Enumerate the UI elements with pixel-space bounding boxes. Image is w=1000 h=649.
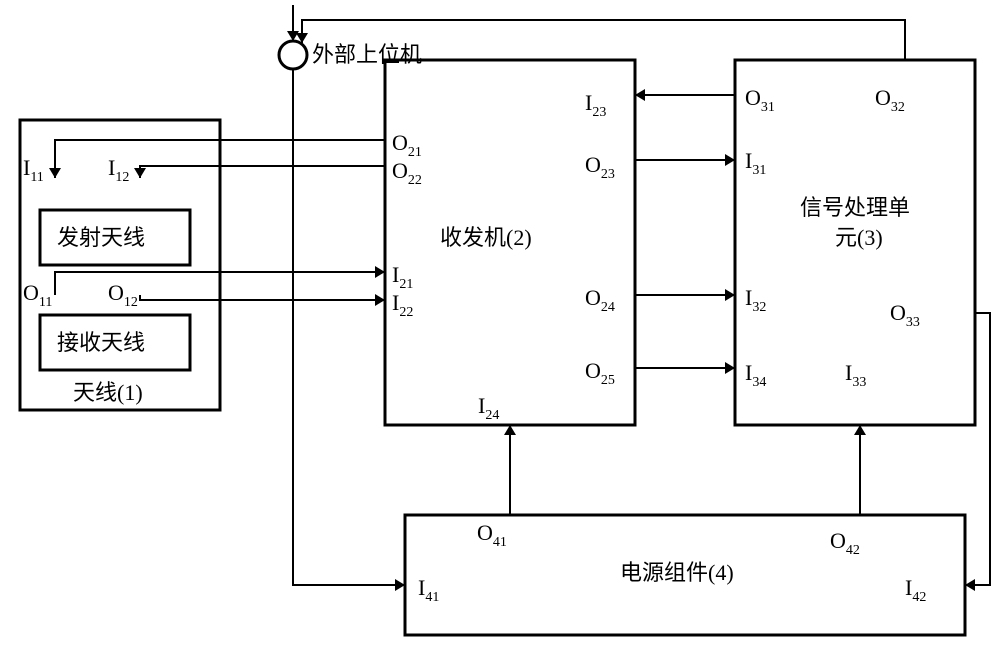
arrow-O22-I12 [140,166,385,178]
port-O25: O25 [585,358,615,388]
port-I24: I24 [478,393,499,423]
port-O32: O32 [875,85,905,115]
label-spu2: 元(3) [835,225,883,250]
port-O11: O11 [23,280,52,310]
port-I33: I33 [845,360,866,390]
port-I34: I34 [745,360,766,390]
external-host-circle [279,41,307,69]
label-rx: 接收天线 [57,330,145,355]
label-host: 外部上位机 [312,42,422,67]
port-I22: I22 [392,290,413,320]
arrowhead [287,31,299,41]
port-I21: I21 [392,262,413,292]
port-O33: O33 [890,300,920,330]
port-O12: O12 [108,280,138,310]
port-I41: I41 [418,575,439,605]
port-I31: I31 [745,148,766,178]
port-O24: O24 [585,285,615,315]
arrow-host-I41 [293,69,405,585]
arrow-O12-I22 [140,295,385,300]
arrowhead [49,168,61,178]
port-O42: O42 [830,528,860,558]
arrow-O33-I42 [965,313,990,585]
port-I12: I12 [108,155,129,185]
arrowhead [134,168,146,178]
label-psu: 电源组件(4) [620,560,734,585]
port-O41: O41 [477,520,507,550]
port-I32: I32 [745,285,766,315]
label-antenna: 天线(1) [73,380,143,405]
port-O31: O31 [745,85,775,115]
label-spu1: 信号处理单 [800,195,910,220]
port-O21: O21 [392,130,422,160]
label-tx: 发射天线 [57,225,145,250]
label-transceiver: 收发机(2) [440,225,532,250]
port-I23: I23 [585,90,606,120]
port-I42: I42 [905,575,926,605]
port-O23: O23 [585,152,615,182]
port-I11: I11 [23,155,44,185]
port-O22: O22 [392,158,422,188]
